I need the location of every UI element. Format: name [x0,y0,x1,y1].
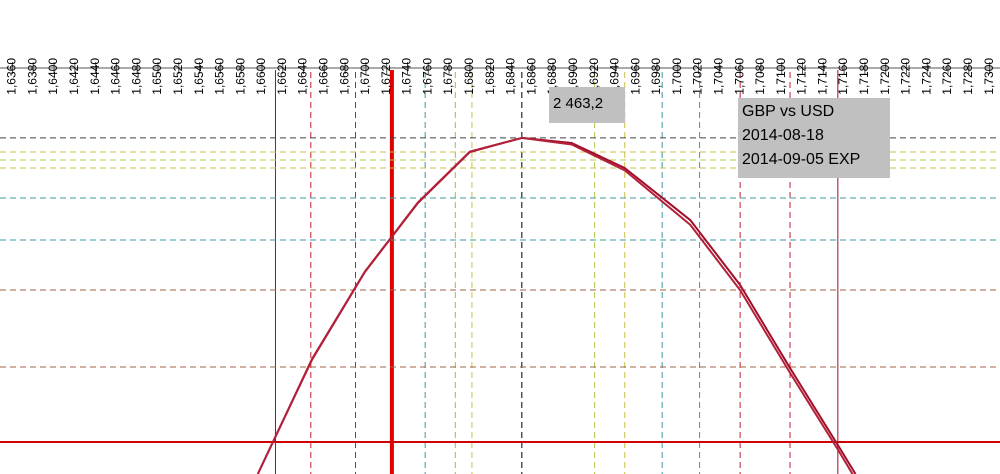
x-tick-label: 1,6880 [545,58,559,95]
x-tick-label: 1,6820 [483,58,497,95]
x-tick-label: 1,7300 [982,58,996,95]
x-tick-label: 1,7260 [940,58,954,95]
x-tick-label: 1,6840 [504,58,518,95]
x-tick-label: 1,7140 [815,58,829,95]
x-tick-label: 1,6940 [608,58,622,95]
label-box [549,87,625,123]
x-tick-label: 1,6900 [566,58,580,95]
x-tick-label: 1,6800 [462,58,476,95]
x-tick-label: 1,7040 [712,58,726,95]
x-tick-label: 1,6700 [358,58,372,95]
x-tick-label: 1,6760 [420,58,434,95]
payoff-line [256,136,854,474]
x-tick-label: 1,6520 [171,58,185,95]
x-tick-label: 1,6620 [275,58,289,95]
peak-annotation: 2 463,2 [549,87,625,123]
x-tick-label: 1,6480 [129,58,143,95]
x-tick-label: 1,6720 [379,58,393,95]
info-background [738,98,890,178]
x-tick-label: 1,7100 [774,58,788,95]
x-tick-label: 1,6380 [25,58,39,95]
x-tick-label: 1,7240 [919,58,933,95]
x-tick-label: 1,6440 [88,58,102,95]
x-tick-label: 1,6420 [67,58,81,95]
x-tick-label: 1,6400 [46,58,60,95]
info-line: GBP vs USD [742,103,834,120]
x-tick-label: 1,6360 [5,58,19,95]
x-tick-label: 1,7180 [857,58,871,95]
x-tick-label: 1,6560 [213,58,227,95]
x-tick-label: 1,6920 [587,58,601,95]
x-tick-label: 1,6580 [233,58,247,95]
x-tick-label: 1,6980 [649,58,663,95]
x-tick-label: 1,7200 [878,58,892,95]
x-tick-label: 1,7080 [753,58,767,95]
x-tick-label: 1,6660 [316,58,330,95]
info-line: 2014-09-05 EXP [742,151,860,168]
x-tick-label: 1,7160 [836,58,850,95]
x-tick-label: 1,7020 [691,58,705,95]
x-tick-label: 1,6860 [524,58,538,95]
info-line: 2014-08-18 [742,127,824,144]
x-tick-label: 1,7280 [961,58,975,95]
x-tick-label: 1,6960 [628,58,642,95]
x-tick-label: 1,6540 [192,58,206,95]
x-tick-label: 1,6600 [254,58,268,95]
peak-label: 2 463,2 [553,95,603,112]
info-box: GBP vs USD 2014-08-18 2014-09-05 EXP [738,98,890,178]
x-tick-label: 1,6780 [441,58,455,95]
x-tick-label: 1,7000 [670,58,684,95]
x-tick-label: 1,6740 [400,58,414,95]
x-tick-label: 1,6460 [109,58,123,95]
x-tick-label: 1,6500 [150,58,164,95]
x-tick-label: 1,6680 [337,58,351,95]
x-tick-label: 1,7220 [899,58,913,95]
x-tick-label: 1,7060 [732,58,746,95]
x-tick-label: 1,6640 [296,58,310,95]
x-tick-label: 1,7120 [795,58,809,95]
